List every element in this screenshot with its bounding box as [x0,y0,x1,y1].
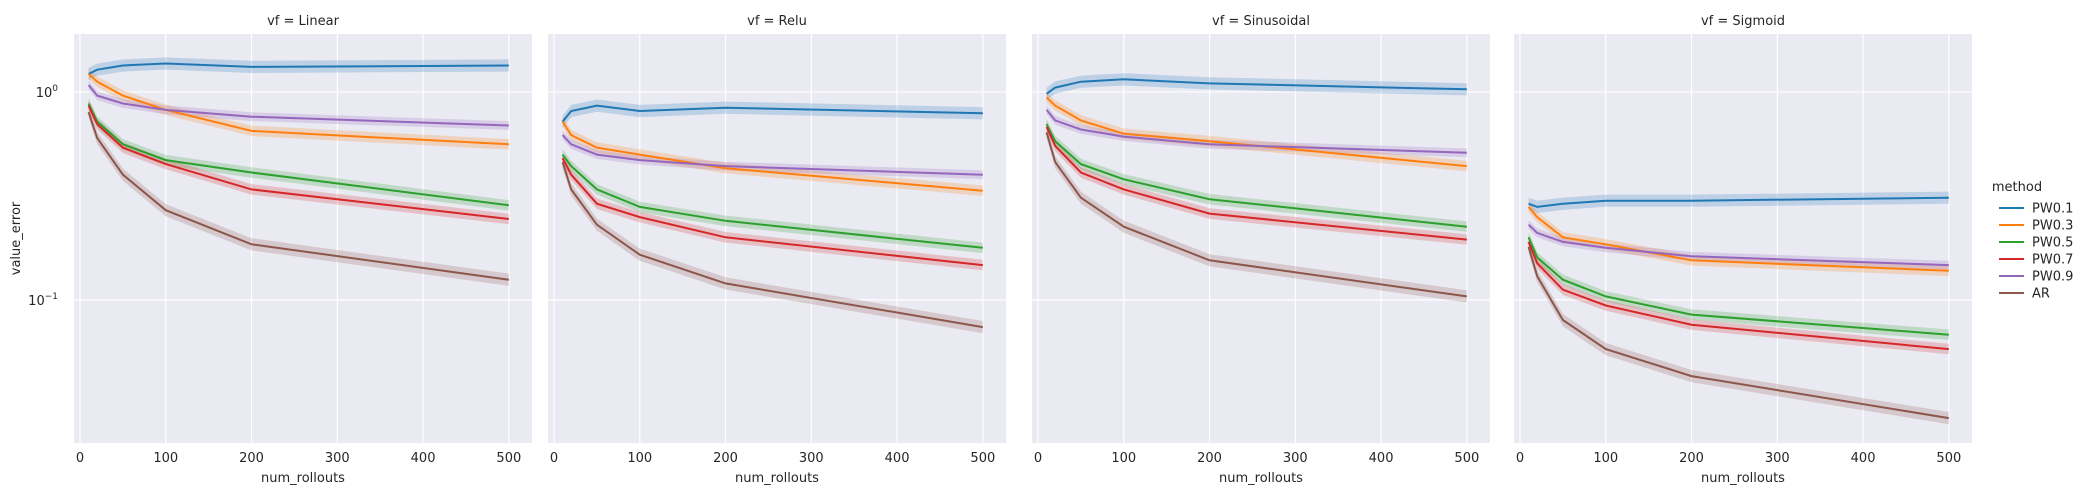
ci-band-AR [1528,240,1949,425]
x-tick-label: 0 [550,451,558,466]
series-line-PW0.3 [87,73,509,146]
x-axis-label: num_rollouts [1219,471,1303,486]
ci-band-PW0.7 [88,100,509,225]
x-axis-label: num_rollouts [1701,471,1785,486]
ci-band-PW0.1 [562,99,983,128]
series-line-PW0.9 [1527,223,1949,267]
x-tick-label: 500 [1936,451,1961,466]
series-line-AR [1045,132,1467,298]
series-line-PW0.1 [1528,196,1949,208]
x-tick-label: 0 [1034,451,1042,466]
ci-band-PW0.7 [562,153,983,271]
series-line-PW0.9 [561,134,983,176]
ci-band-PW0.1 [88,57,509,81]
panel-title: vf = Relu [747,14,807,29]
series-line-AR [87,111,509,281]
legend-label: PW0.9 [2032,270,2073,285]
x-tick-label: 400 [1851,451,1876,466]
series-line-PW0.7 [87,105,509,220]
panel-4: vf = Sigmoid 0 100 200 300 400 500 num_rollouts [1514,14,1972,486]
panel-title: vf = Sinusoidal [1212,14,1310,29]
plot-area [1514,34,1972,443]
x-tick-label: 200 [713,451,738,466]
ci-band-PW0.9 [562,130,983,180]
panel-title: vf = Linear [267,14,339,29]
x-tick-label: 200 [1197,451,1222,466]
x-tick-label: 500 [496,451,521,466]
x-tick-label: 100 [153,451,178,466]
series-line-AR [1527,246,1949,420]
series-line-PW0.5 [561,154,983,249]
series-line-PW0.1 [561,104,983,123]
legend-label: PW0.3 [2032,219,2073,234]
series-line-PW0.5 [1527,236,1949,336]
legend: method PW0.1 PW0.3 PW0.5 PW0.7 PW0.9 AR [1992,180,2073,302]
panel-3: vf = Sinusoidal 0 100 200 300 400 500 num_rollo… [1032,14,1490,486]
x-tick-label: 200 [239,451,264,466]
x-tick-label: 100 [1111,451,1136,466]
x-tick-label: 500 [970,451,995,466]
x-axis-label: num_rollouts [261,471,345,486]
panel-title: vf = Sigmoid [1701,14,1785,29]
x-tick-label: 100 [627,451,652,466]
x-tick-label: 0 [1516,451,1524,466]
x-tick-label: 0 [76,451,84,466]
x-tick-label: 300 [1283,451,1308,466]
x-tick-label: 300 [325,451,350,466]
ci-band-PW0.9 [88,80,509,130]
x-axis-label: num_rollouts [735,471,819,486]
series-line-PW0.5 [1045,123,1467,228]
ci-band-PW0.7 [1046,121,1467,245]
series-line-PW0.7 [1045,126,1467,241]
y-axis-label: value_error [9,201,24,275]
y-tick-label: 100 [36,84,59,101]
legend-title: method [1992,180,2042,195]
x-tick-label: 400 [885,451,910,466]
series-line-PW0.9 [87,84,509,127]
ci-band-PW0.3 [1046,92,1467,172]
ci-band-PW0.7 [1528,236,1949,355]
legend-label: PW0.7 [2032,253,2073,268]
x-tick-label: 300 [1765,451,1790,466]
series-line-PW0.3 [561,121,983,192]
ci-band-PW0.5 [1046,118,1467,232]
x-tick-label: 100 [1593,451,1618,466]
legend-label: PW0.1 [2032,202,2073,217]
series-line-AR [561,161,983,329]
x-tick-label: 300 [799,451,824,466]
x-tick-label: 400 [1369,451,1394,466]
x-tick-label: 500 [1454,451,1479,466]
panel-2: vf = Relu 0 100 200 300 400 500 num_rollouts [548,14,1006,486]
series-line-PW0.3 [1527,206,1949,272]
ci-band-AR [562,156,983,334]
panel-1: vf = Linear 0 100 200 300 400 500 num_rollouts [74,14,532,486]
series-line-PW0.7 [1527,241,1949,351]
plot-area [548,34,1006,443]
x-tick-label: 200 [1679,451,1704,466]
plot-area [74,34,532,443]
series-line-PW0.9 [1045,109,1467,154]
y-tick-label: 10−1 [28,292,58,309]
series-line-PW0.1 [1046,78,1467,95]
ci-band-PW0.1 [1528,191,1949,213]
legend-label: PW0.5 [2032,236,2073,251]
series-line-PW0.7 [561,157,983,267]
series-line-PW0.1 [88,62,509,75]
series-line-PW0.5 [87,103,509,207]
legend-label: AR [2032,287,2050,302]
ci-band-PW0.9 [1528,220,1949,270]
plot-area [1032,34,1490,443]
x-tick-label: 400 [411,451,436,466]
